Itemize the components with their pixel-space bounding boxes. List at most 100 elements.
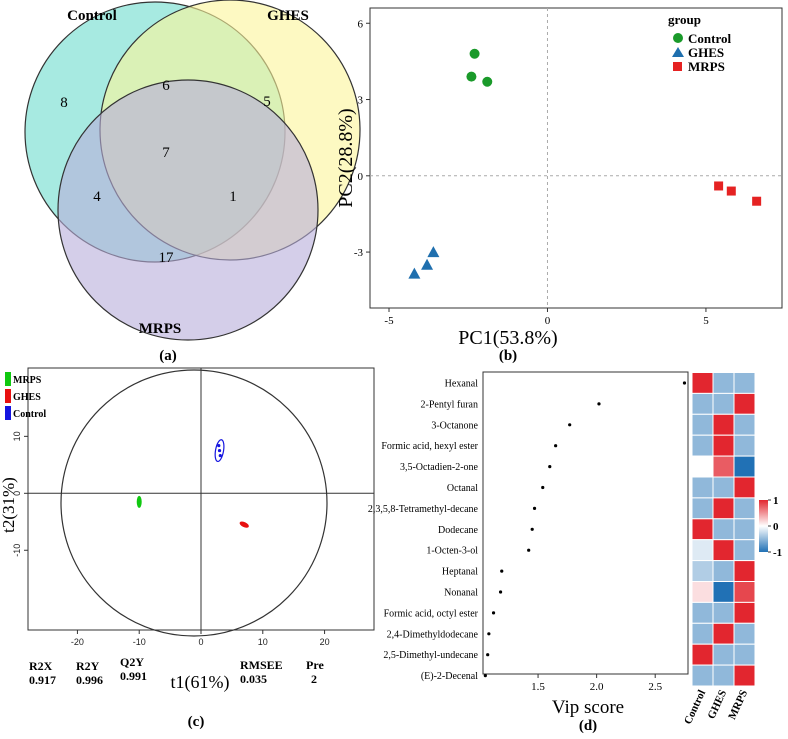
- vip-point: [597, 402, 601, 406]
- heatmap-cell: [691, 560, 714, 582]
- heatmap-colorbar: 1 0 -1: [759, 495, 782, 559]
- stat-rmsee-label: RMSEE: [240, 658, 283, 672]
- venn-count-control-only: 8: [60, 95, 68, 111]
- heatmap-cell: [712, 581, 735, 603]
- pca-point-ghes: [408, 267, 421, 279]
- vip-xlabel: Vip score: [552, 697, 624, 718]
- pca-point-control: [482, 76, 493, 87]
- pca-x-tick-label: 0: [545, 315, 551, 327]
- heatmap-column-label: MRPS: [726, 688, 750, 721]
- heatmap-cell: [691, 539, 714, 562]
- vip-compound-label: Formic acid, hexyl ester: [381, 441, 478, 452]
- pca-legend-title: group: [668, 12, 701, 27]
- vip-point: [532, 506, 537, 510]
- pca-x-ticks: -5 0 5: [384, 308, 709, 327]
- pca-point-ghes: [421, 258, 434, 270]
- heatmap-cell: [712, 455, 735, 478]
- heatmap-cell: [712, 560, 735, 582]
- heatmap-cell: [691, 392, 714, 415]
- venn-label-control: Control: [67, 8, 117, 24]
- heatmap-cell: [733, 372, 756, 394]
- pca-x-tick-label: -5: [384, 315, 394, 327]
- vip-panel: Hexanal 2-Pentyl furan 3-Octanone Formic ac…: [368, 371, 782, 734]
- stat-r2y-value: 0.996: [76, 673, 103, 687]
- pca-plot-area: [369, 7, 783, 309]
- venn-count-ghes-only: 5: [263, 94, 271, 110]
- score-group-ghes: [239, 521, 249, 528]
- heatmap-cell: [691, 643, 714, 666]
- heatmap-cell: [691, 622, 714, 645]
- venn-count-mrps-only: 17: [159, 250, 175, 266]
- vip-x-ticks: 1.5 2.0 2.5: [531, 674, 663, 693]
- heatmap-cell: [691, 476, 714, 499]
- score-groups: [136, 439, 249, 528]
- pca-y-tick-label: 6: [358, 18, 364, 30]
- vip-point: [530, 527, 534, 531]
- vip-compound-label: Nonanal: [444, 588, 478, 599]
- venn-count-control-ghes: 6: [162, 78, 170, 94]
- pca-legend-label-mrps: MRPS: [688, 59, 725, 74]
- vip-compound-label: 2-Pentyl furan: [421, 399, 479, 410]
- vip-point: [682, 381, 687, 385]
- score-zero-axes: [28, 368, 374, 630]
- score-x-ticks: -20 -10 0 10 20: [71, 630, 330, 647]
- heatmap-cell: [733, 497, 756, 520]
- heatmap-cell: [733, 539, 756, 562]
- heatmap-column-label: Control: [682, 688, 708, 726]
- heatmap-cell: [733, 413, 756, 436]
- vip-point: [487, 632, 491, 636]
- score-model-stats: R2X 0.917 R2Y 0.996 Q2Y 0.991 RMSEE 0.03…: [29, 655, 324, 687]
- panel-label-b: (b): [499, 348, 517, 364]
- pca-point-mrps: [726, 186, 736, 196]
- pca-legend-marker-mrps: [673, 62, 682, 71]
- panel-label-c: (c): [188, 714, 205, 730]
- venn-label-mrps: MRPS: [139, 321, 182, 337]
- score-group-control: [218, 453, 222, 458]
- vip-point: [554, 444, 558, 448]
- pca-point-mrps: [752, 196, 762, 206]
- score-group-mrps: [136, 495, 142, 508]
- vip-compound-label: 1-Octen-3-ol: [426, 546, 478, 557]
- vip-points: [483, 381, 687, 678]
- colorbar-ticks: 1 0 -1: [768, 495, 782, 559]
- vip-compound-label: (E)-2-Decenal: [421, 671, 478, 682]
- vip-point: [548, 465, 552, 469]
- heatmap-cell: [712, 434, 735, 457]
- score-x-tick-label: 20: [320, 637, 330, 647]
- heatmap-cell: [712, 413, 735, 436]
- heatmap-cell: [733, 434, 756, 457]
- heatmap-cell: [733, 560, 756, 582]
- pca-legend-marker-control: [673, 33, 683, 43]
- heatmap-cell: [691, 518, 714, 541]
- vip-point: [541, 485, 545, 490]
- vip-compound-label: Dodecane: [438, 525, 479, 536]
- vip-compound-label: 2,5-Dimethyl-undecane: [383, 650, 478, 661]
- pca-xlabel: PC1(53.8%): [458, 327, 557, 349]
- score-y-tick-label: -10: [12, 544, 22, 557]
- panel-label-a: (a): [159, 348, 177, 364]
- heatmap-cell: [712, 372, 735, 394]
- heatmap-cell: [712, 664, 735, 687]
- pca-ylabel: PC2(28.8%): [335, 108, 357, 207]
- heatmap-cell: [712, 622, 735, 645]
- heatmap-cell: [733, 601, 756, 624]
- pca-point-control: [466, 71, 477, 82]
- heatmap-cell: [733, 664, 756, 687]
- venn-count-all: 7: [162, 145, 170, 161]
- heatmap-cell: [733, 392, 756, 415]
- vip-compound-label: Formic acid, octyl ester: [384, 608, 479, 619]
- heatmap-cell: [691, 601, 714, 624]
- heatmap-cell: [691, 497, 714, 520]
- vip-point: [498, 590, 503, 594]
- score-legend-swatch-ghes: [5, 389, 11, 403]
- score-x-tick-label: -20: [71, 637, 84, 647]
- score-x-tick-label: 10: [258, 637, 268, 647]
- score-xlabel: t1(61%): [171, 672, 230, 693]
- heatmap-cell: [733, 622, 756, 645]
- pca-y-tick-label: 3: [358, 95, 364, 107]
- colorbar-tick-label: 1: [773, 495, 779, 507]
- stat-pre-label: Pre: [306, 658, 324, 672]
- pca-x-tick-label: 5: [703, 315, 709, 327]
- heatmap-cell: [691, 413, 714, 436]
